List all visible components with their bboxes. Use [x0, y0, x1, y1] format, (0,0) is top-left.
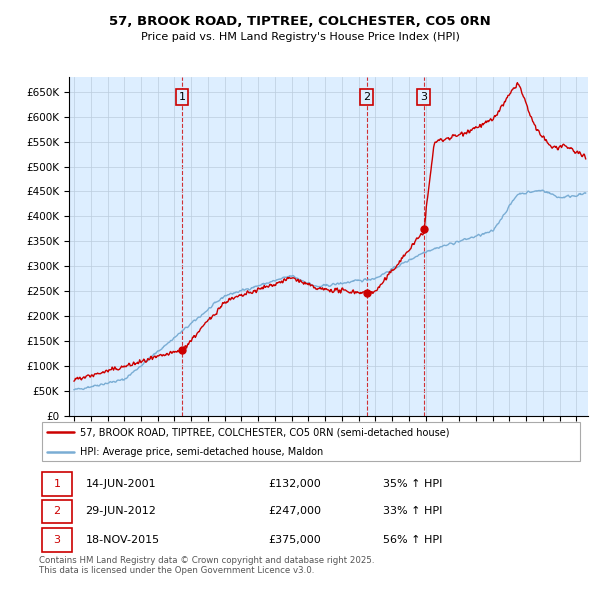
Text: 14-JUN-2001: 14-JUN-2001 — [85, 479, 156, 489]
FancyBboxPatch shape — [42, 500, 72, 523]
Text: 18-NOV-2015: 18-NOV-2015 — [85, 535, 160, 545]
FancyBboxPatch shape — [42, 528, 72, 552]
Text: 2: 2 — [53, 506, 61, 516]
Text: £247,000: £247,000 — [268, 506, 322, 516]
Text: HPI: Average price, semi-detached house, Maldon: HPI: Average price, semi-detached house,… — [80, 447, 323, 457]
Text: 35% ↑ HPI: 35% ↑ HPI — [383, 479, 442, 489]
Text: 1: 1 — [53, 479, 61, 489]
Text: 3: 3 — [420, 92, 427, 102]
FancyBboxPatch shape — [42, 472, 72, 496]
Text: 29-JUN-2012: 29-JUN-2012 — [85, 506, 156, 516]
Text: 57, BROOK ROAD, TIPTREE, COLCHESTER, CO5 0RN: 57, BROOK ROAD, TIPTREE, COLCHESTER, CO5… — [109, 15, 491, 28]
Text: Contains HM Land Registry data © Crown copyright and database right 2025.
This d: Contains HM Land Registry data © Crown c… — [39, 556, 374, 575]
Text: 2: 2 — [363, 92, 370, 102]
Text: 56% ↑ HPI: 56% ↑ HPI — [383, 535, 442, 545]
Text: 57, BROOK ROAD, TIPTREE, COLCHESTER, CO5 0RN (semi-detached house): 57, BROOK ROAD, TIPTREE, COLCHESTER, CO5… — [80, 427, 449, 437]
Text: 3: 3 — [53, 535, 61, 545]
FancyBboxPatch shape — [42, 422, 580, 461]
Text: 1: 1 — [179, 92, 185, 102]
Text: £375,000: £375,000 — [268, 535, 321, 545]
Text: Price paid vs. HM Land Registry's House Price Index (HPI): Price paid vs. HM Land Registry's House … — [140, 32, 460, 42]
Text: £132,000: £132,000 — [268, 479, 321, 489]
Text: 33% ↑ HPI: 33% ↑ HPI — [383, 506, 442, 516]
